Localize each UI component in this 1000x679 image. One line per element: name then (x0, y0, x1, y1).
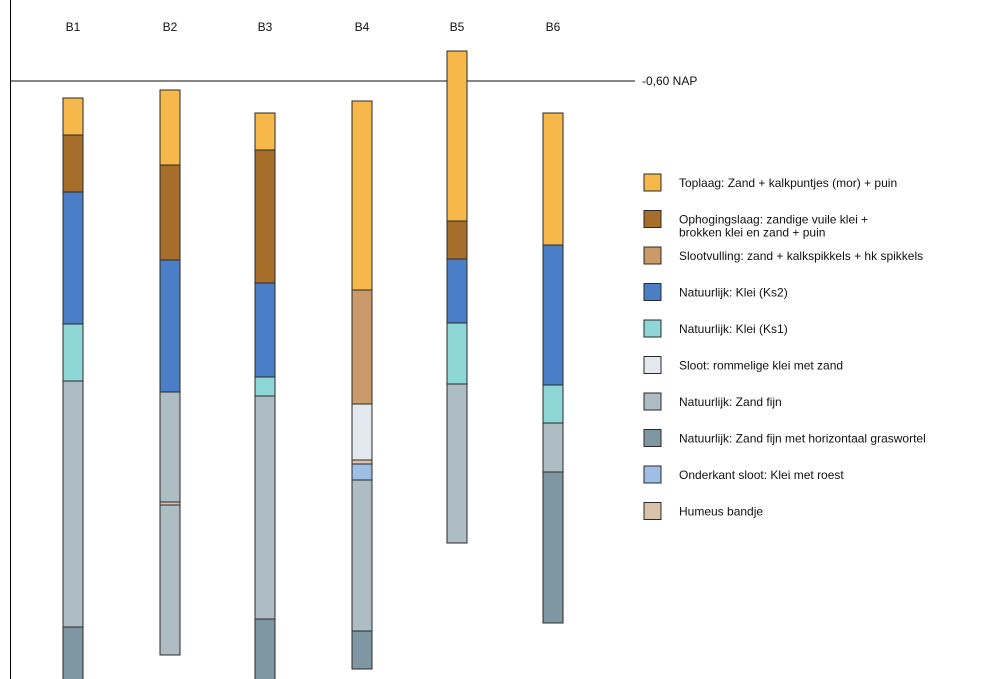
layer-b6-toplaag-0 (542, 112, 564, 246)
legend-label-zandfijn_gw: Natuurlijk: Zand fijn met horizontaal gr… (679, 432, 926, 446)
legend-swatch-ks2 (643, 283, 662, 301)
layer-b3-toplaag-0 (254, 112, 276, 151)
layer-b6-zandfijn_gw-4 (542, 471, 564, 624)
layer-b1-ophoging-1 (62, 134, 84, 193)
borehole-label-b4: B4 (355, 20, 370, 34)
layer-b1-zandfijn-4 (62, 380, 84, 628)
legend-swatch-toplaag (643, 173, 662, 192)
layer-b4-slootvul-1 (351, 289, 373, 405)
layer-b5-ks1-3 (446, 322, 468, 385)
legend-swatch-humeus (643, 502, 662, 520)
legend-label-ophoging: Ophogingslaag: zandige vuile klei + brokk… (679, 213, 868, 240)
layer-b1-zandfijn_gw-5 (62, 626, 84, 679)
legend-swatch-zandfijn (643, 392, 662, 411)
legend-label-toplaag: Toplaag: Zand + kalkpuntjes (mor) + puin (679, 176, 897, 190)
legend-label-ks1: Natuurlijk: Klei (Ks1) (679, 322, 788, 336)
legend-label-sloot: Sloot: rommelige klei met zand (679, 359, 843, 373)
legend-swatch-onderkant (643, 465, 662, 484)
borehole-label-b3: B3 (258, 20, 273, 34)
borehole-label-b6: B6 (546, 20, 561, 34)
layer-b2-zandfijn-3 (159, 391, 181, 503)
borehole-label-b1: B1 (66, 20, 81, 34)
layer-b3-ks1-3 (254, 376, 276, 397)
layer-b2-ks2-2 (159, 259, 181, 393)
layer-b6-ks1-2 (542, 384, 564, 424)
nap-reference-label: -0,60 NAP (642, 74, 697, 88)
legend-label-humeus: Humeus bandje (679, 505, 763, 519)
layer-b5-ophoging-1 (446, 220, 468, 260)
layer-b1-ks1-3 (62, 323, 84, 382)
layer-b2-toplaag-0 (159, 89, 181, 166)
legend-swatch-ophoging (643, 210, 662, 228)
legend-label-ks2: Natuurlijk: Klei (Ks2) (679, 286, 788, 300)
layer-b4-humeus-3 (351, 459, 373, 465)
legend-label-slootvul: Slootvulling: zand + kalkspikkels + hk s… (679, 249, 923, 263)
layer-b1-ks2-2 (62, 191, 84, 325)
legend-swatch-ks1 (643, 319, 662, 338)
layer-b2-zandfijn-5 (159, 504, 181, 656)
layer-b4-toplaag-0 (351, 100, 373, 291)
diagram-frame (10, 0, 1000, 679)
legend: Toplaag: Zand + kalkpuntjes (mor) + puin… (643, 173, 926, 520)
layer-b6-zandfijn-3 (542, 422, 564, 473)
layer-b1-toplaag-0 (62, 97, 84, 136)
borehole-label-b5: B5 (450, 20, 465, 34)
layer-b6-ks2-1 (542, 244, 564, 386)
legend-label-onderkant: Onderkant sloot: Klei met roest (679, 468, 844, 482)
legend-label-zandfijn: Natuurlijk: Zand fijn (679, 395, 782, 409)
layer-b4-sloot-2 (351, 403, 373, 461)
layer-b5-toplaag-0 (446, 50, 468, 222)
layer-b3-zandfijn_gw-5 (254, 618, 276, 679)
layer-b4-zandfijn_gw-6 (351, 630, 373, 670)
legend-swatch-zandfijn_gw (643, 429, 662, 447)
layer-b4-zandfijn-5 (351, 479, 373, 632)
legend-swatch-slootvul (643, 246, 662, 265)
layer-b3-ks2-2 (254, 282, 276, 378)
borehole-label-b2: B2 (163, 20, 178, 34)
layer-b5-ks2-2 (446, 258, 468, 324)
layer-b3-ophoging-1 (254, 149, 276, 284)
boreholes-group: B1 B2 B3 B4 B5 B6 (62, 20, 564, 679)
layer-b3-zandfijn-4 (254, 395, 276, 620)
layer-b2-ophoging-1 (159, 164, 181, 261)
legend-swatch-sloot (643, 356, 662, 374)
layer-b5-zandfijn-4 (446, 383, 468, 544)
layer-b4-onderkant-4 (351, 463, 373, 481)
